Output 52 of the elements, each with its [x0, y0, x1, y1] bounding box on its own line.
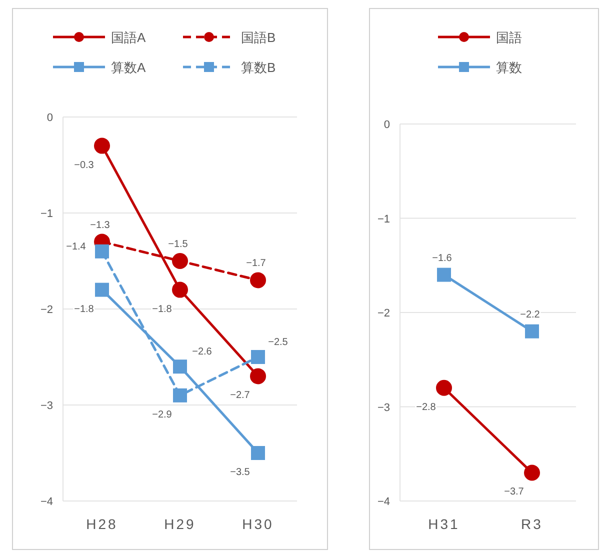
data-label: −3.7 — [504, 486, 524, 498]
y-tick-label: −4 — [377, 496, 390, 508]
data-label: −2.6 — [192, 346, 212, 358]
legend-label: 国語 — [496, 30, 522, 45]
data-label: −2.5 — [268, 337, 288, 348]
legend-label: 国語B — [241, 30, 276, 45]
point — [94, 138, 110, 154]
x-tick-label: H31 — [428, 516, 460, 532]
data-label: −1.8 — [152, 304, 172, 315]
point — [437, 268, 451, 282]
point — [250, 368, 266, 384]
data-label: −1.4 — [66, 241, 86, 252]
y-tick-label: −4 — [40, 496, 53, 508]
point — [95, 282, 109, 297]
data-label: −1.7 — [246, 258, 266, 270]
y-tick-label: −2 — [40, 304, 53, 316]
data-label: −2.8 — [416, 402, 436, 413]
x-tick-label: H29 — [164, 516, 196, 532]
point — [251, 446, 265, 460]
data-label: −2.7 — [230, 390, 250, 402]
y-tick-label: −1 — [377, 213, 390, 226]
point — [173, 360, 187, 374]
point — [525, 324, 539, 338]
data-label: −3.5 — [230, 467, 250, 478]
y-tick-label: 0 — [46, 112, 53, 124]
x-tick-label: H30 — [242, 516, 274, 532]
legend-label: 国語A — [111, 30, 146, 45]
y-tick-label: −3 — [377, 402, 390, 414]
data-label: −1.3 — [90, 220, 110, 231]
point — [173, 388, 187, 402]
point — [172, 282, 188, 298]
point — [95, 244, 109, 258]
y-tick-label: −2 — [377, 308, 390, 320]
point — [251, 350, 265, 364]
data-label: −1.5 — [168, 239, 188, 250]
data-label: −1.8 — [74, 304, 94, 315]
legend-label: 算数B — [241, 60, 276, 75]
point — [524, 464, 540, 481]
data-label: −2.9 — [152, 409, 172, 420]
x-tick-label: R3 — [521, 516, 543, 532]
data-label: −2.2 — [520, 309, 540, 320]
y-tick-label: −1 — [40, 208, 53, 220]
legend-label: 算数A — [111, 60, 146, 75]
data-label: −1.6 — [432, 252, 452, 264]
point — [250, 272, 266, 288]
y-tick-label: 0 — [384, 119, 390, 131]
y-tick-label: −3 — [40, 400, 53, 412]
point — [436, 380, 452, 396]
x-tick-label: H28 — [86, 516, 118, 532]
data-label: −0.3 — [74, 160, 94, 171]
point — [172, 253, 188, 269]
legend-label: 算数 — [496, 60, 522, 75]
